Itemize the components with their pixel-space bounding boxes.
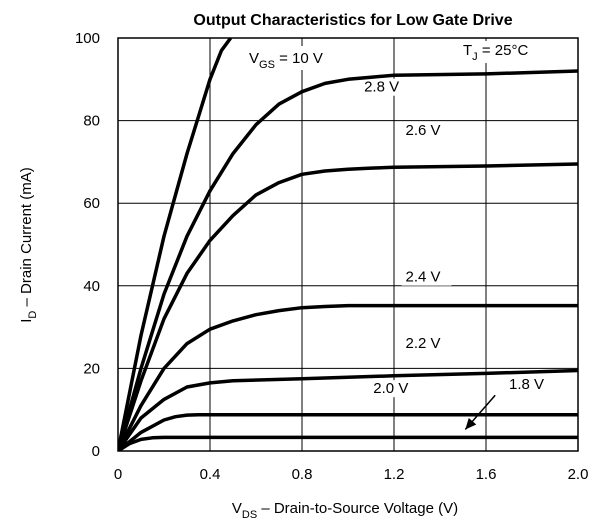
curve-labels: 2.8 V 2.6 V 2.4 V 2.2 V 2.0 V 1.8 V (364, 79, 544, 431)
curves (118, 38, 578, 451)
x-axis-label: VDS – Drain-to-Source Voltage (V) (232, 500, 458, 521)
curve-10-V (118, 38, 233, 451)
grid (117, 37, 579, 452)
curve-label-bg (505, 376, 555, 394)
tj-annotation: TJ = 25°C (463, 42, 528, 63)
y-tick-label: 100 (75, 30, 100, 47)
curve-label-bg (369, 380, 420, 398)
curve-label: 2.2 V (406, 335, 441, 352)
arrow-head (465, 417, 477, 430)
plot-frame (117, 37, 579, 452)
x-tick-label: 1.2 (384, 466, 405, 483)
curve-2-2-V (118, 368, 578, 451)
x-tick-label: 0.4 (200, 466, 221, 483)
chart-title: Output Characteristics for Low Gate Driv… (193, 12, 512, 29)
x-tick-label: 0.8 (292, 466, 313, 483)
curve-2-4-V (118, 303, 578, 451)
vgs-annotation-bg (245, 46, 365, 70)
y-tick-label: 20 (83, 360, 100, 377)
y-tick-label: 40 (83, 278, 100, 295)
curve-label-bg (360, 78, 411, 96)
curve-label: 1.8 V (509, 376, 544, 393)
curve-label-bg (401, 268, 452, 286)
y-tick-label: 60 (83, 195, 100, 212)
curve-label: 2.0 V (373, 380, 408, 397)
x-tick-label: 1.6 (476, 466, 497, 483)
curve-2-6-V (118, 162, 578, 451)
curve-2-0-V (118, 412, 578, 451)
y-tick-label: 0 (92, 443, 100, 460)
label-backgrounds (245, 41, 571, 398)
curve-label-bg (401, 334, 452, 352)
y-axis-label: ID – Drain Current (mA) (18, 167, 39, 323)
curve-label: 2.4 V (406, 269, 441, 286)
y-tick-label: 80 (83, 113, 100, 130)
vgs-annotation: VGS = 10 V (249, 50, 323, 71)
tj-annotation-bg (459, 41, 571, 63)
curve-1-8-V (118, 435, 578, 451)
x-tick-label: 2.0 (568, 466, 589, 483)
curve-label-bg (401, 122, 452, 140)
curve-2-8-V (118, 69, 578, 451)
curve-label: 2.6 V (406, 122, 441, 139)
curve-label: 2.8 V (364, 79, 399, 96)
x-tick-label: 0 (114, 466, 122, 483)
tick-labels: 0 0.4 0.8 1.2 1.6 2.0 0 20 40 60 80 100 (75, 30, 588, 483)
